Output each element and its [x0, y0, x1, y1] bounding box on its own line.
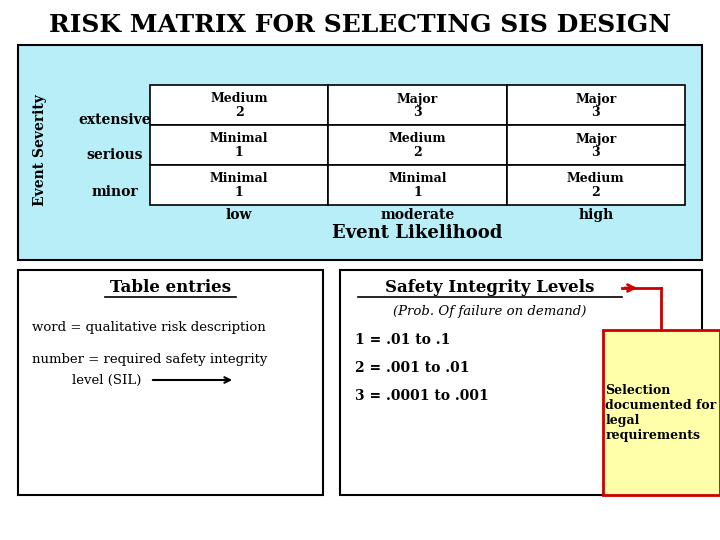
Text: level (SIL): level (SIL) [72, 374, 141, 387]
Text: Table entries: Table entries [109, 280, 230, 296]
Text: Event Severity: Event Severity [33, 94, 47, 206]
Text: Major: Major [575, 92, 616, 105]
Bar [328, 165, 507, 205]
Bar [507, 125, 685, 165]
Text: Safety Integrity Levels: Safety Integrity Levels [385, 280, 595, 296]
Text: Medium: Medium [210, 92, 268, 105]
Text: 1: 1 [235, 146, 243, 159]
Text: 2: 2 [235, 106, 243, 119]
Text: number = required safety integrity: number = required safety integrity [32, 354, 267, 367]
Bar [150, 85, 328, 125]
Text: 2 = .001 to .01: 2 = .001 to .01 [355, 361, 469, 375]
Text: 1: 1 [235, 186, 243, 199]
Bar [507, 165, 685, 205]
Text: Event Likelihood: Event Likelihood [333, 224, 503, 242]
FancyBboxPatch shape [18, 270, 323, 495]
Text: 3: 3 [592, 146, 600, 159]
Text: low: low [226, 208, 253, 222]
Text: 2: 2 [591, 186, 600, 199]
Text: high: high [578, 208, 613, 222]
Bar [150, 165, 328, 205]
Text: Major: Major [397, 92, 438, 105]
FancyBboxPatch shape [340, 270, 702, 495]
Text: extensive: extensive [78, 113, 151, 127]
Bar [328, 85, 507, 125]
Text: 1: 1 [413, 186, 422, 199]
Text: Major: Major [575, 132, 616, 145]
Text: 3 = .0001 to .001: 3 = .0001 to .001 [355, 389, 489, 403]
Text: Medium: Medium [389, 132, 446, 145]
Text: 1 = .01 to .1: 1 = .01 to .1 [355, 333, 451, 347]
FancyBboxPatch shape [18, 45, 702, 260]
Text: minor: minor [91, 185, 138, 199]
Text: serious: serious [86, 148, 143, 162]
Text: 2: 2 [413, 146, 422, 159]
Bar [328, 125, 507, 165]
Text: 3: 3 [413, 106, 422, 119]
Text: Minimal: Minimal [210, 132, 269, 145]
Text: moderate: moderate [380, 208, 454, 222]
Text: Selection
documented for
legal
requirements: Selection documented for legal requireme… [606, 384, 716, 442]
Text: Minimal: Minimal [210, 172, 269, 186]
Text: RISK MATRIX FOR SELECTING SIS DESIGN: RISK MATRIX FOR SELECTING SIS DESIGN [49, 13, 671, 37]
Text: word = qualitative risk description: word = qualitative risk description [32, 321, 266, 334]
Bar [507, 85, 685, 125]
FancyBboxPatch shape [603, 330, 720, 495]
Text: Medium: Medium [567, 172, 625, 186]
Text: 3: 3 [592, 106, 600, 119]
Text: (Prob. Of failure on demand): (Prob. Of failure on demand) [393, 306, 587, 319]
Text: Minimal: Minimal [388, 172, 446, 186]
Bar [150, 125, 328, 165]
